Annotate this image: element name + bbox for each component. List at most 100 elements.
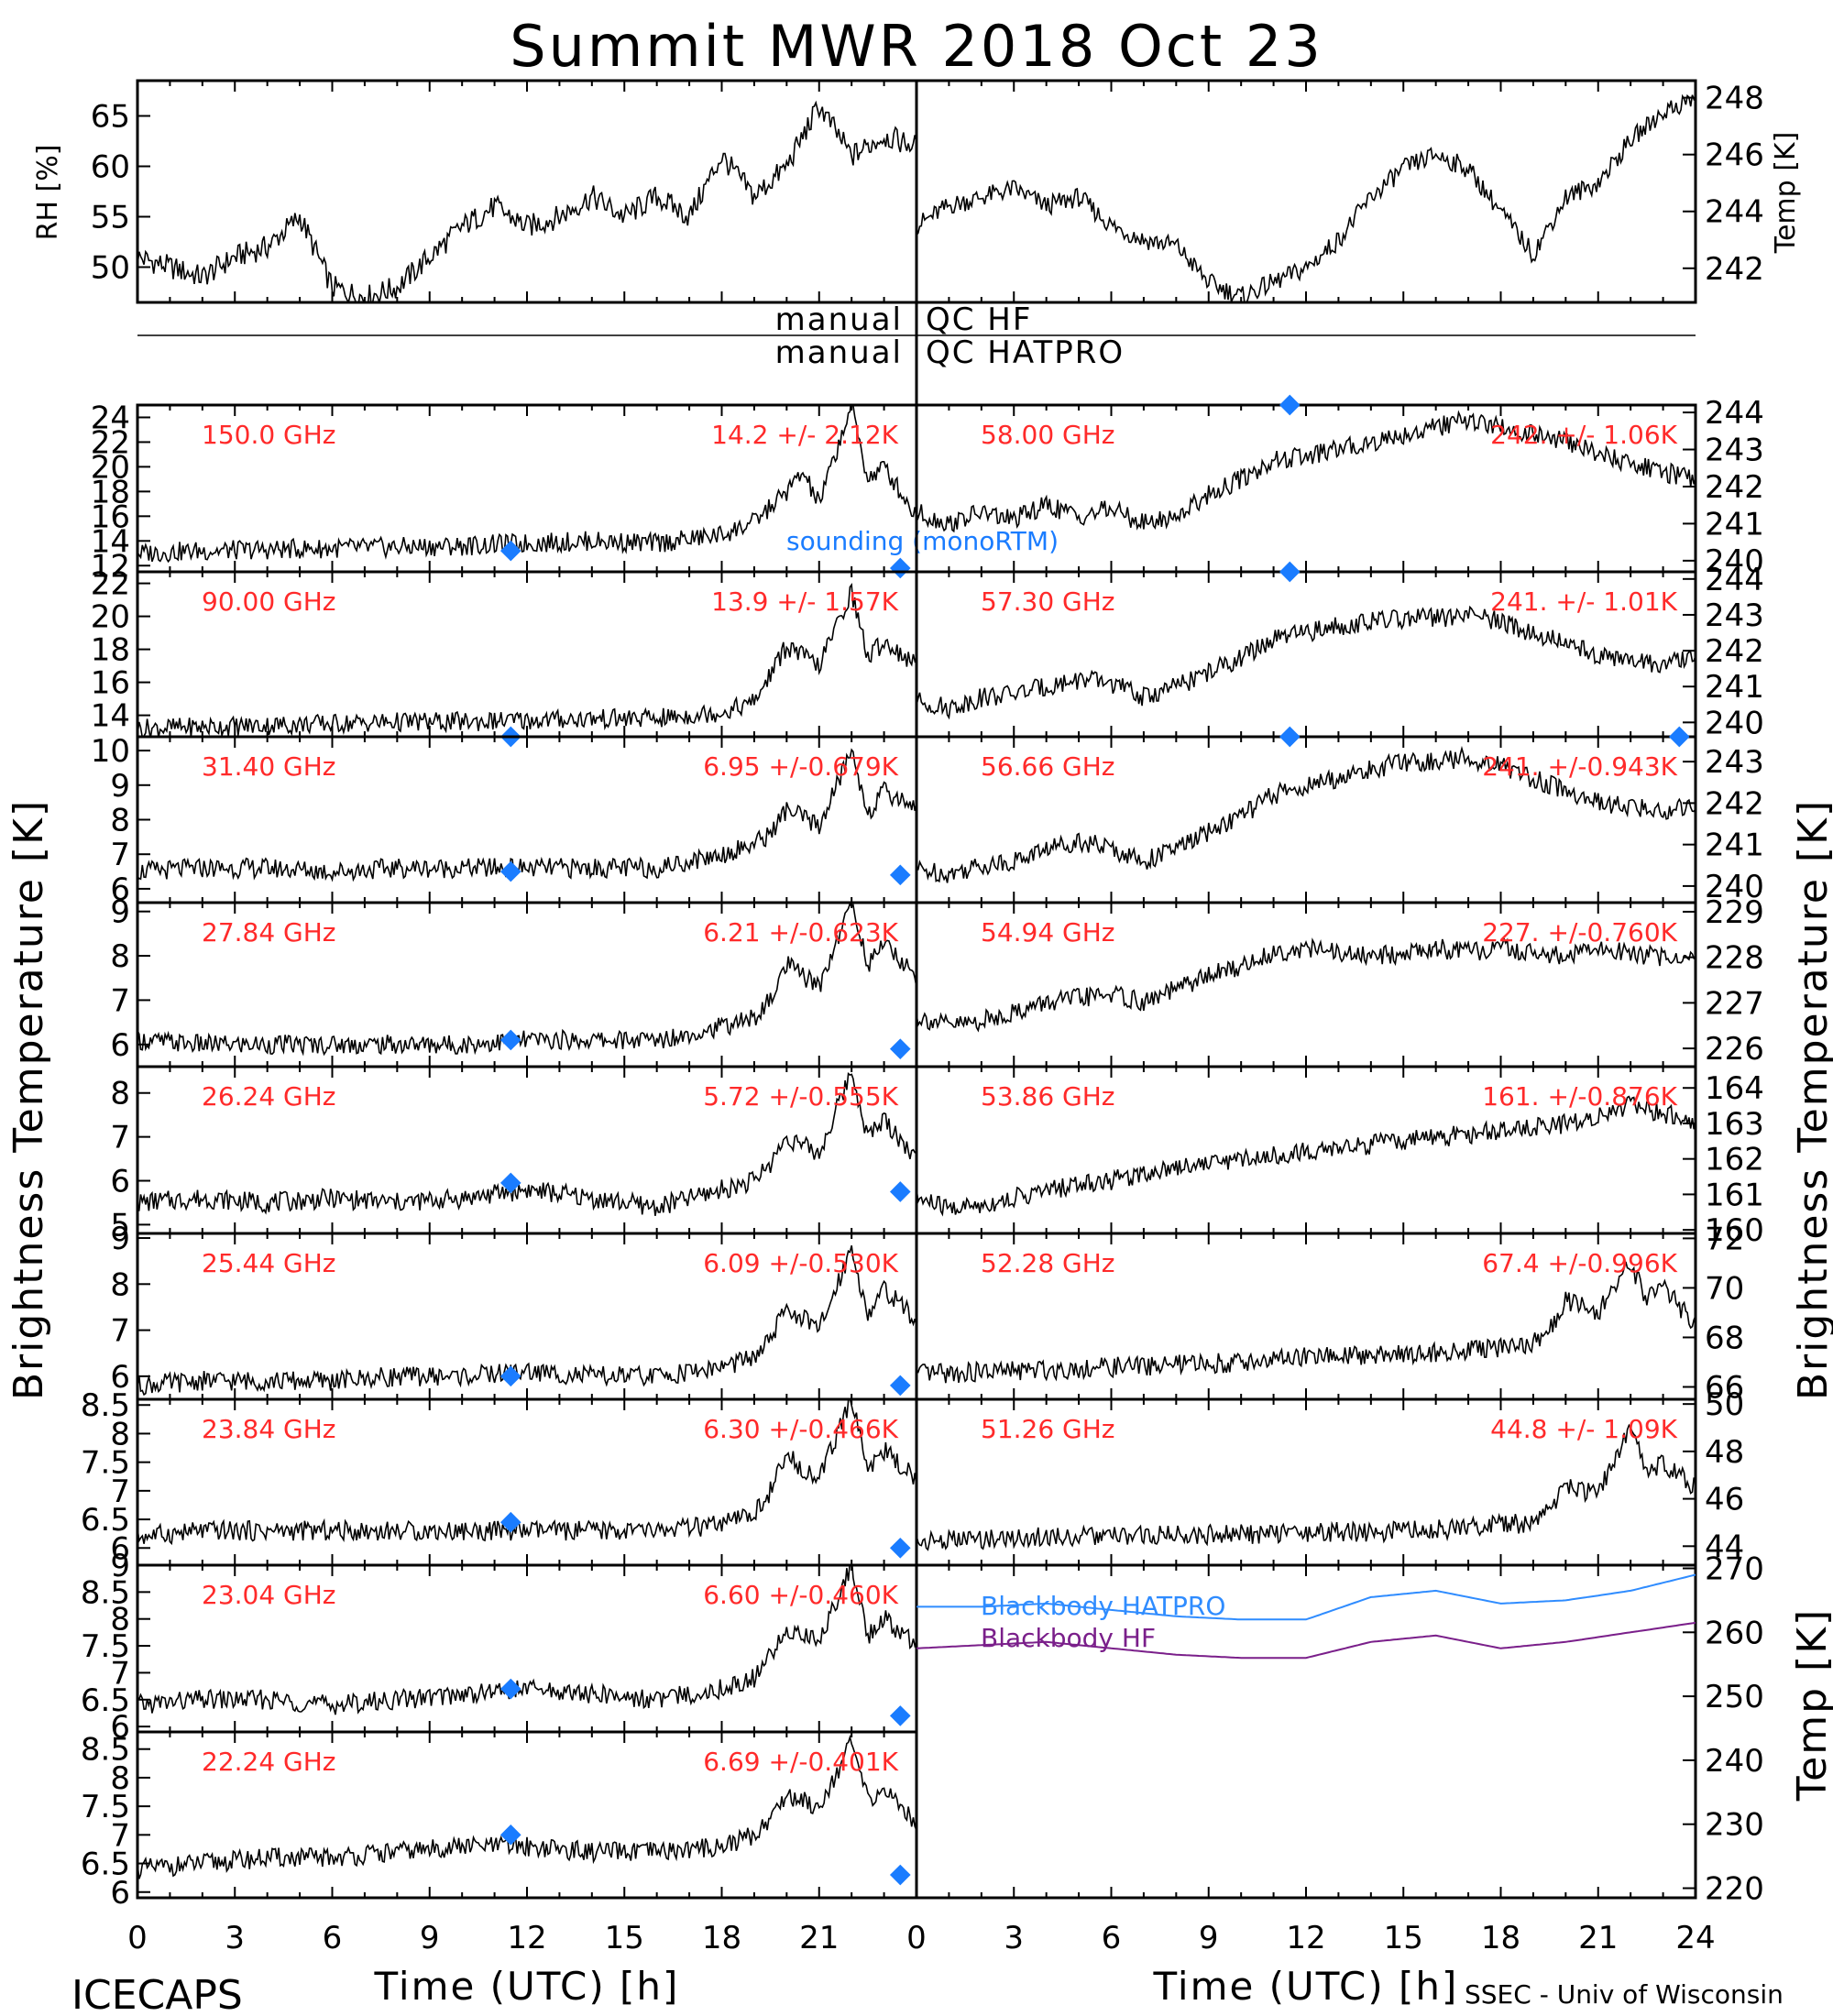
channel-frequency-label: 23.04 GHz — [202, 1580, 336, 1610]
y-tick-label: 7 — [110, 837, 130, 873]
y-tick-label: 228 — [1705, 940, 1764, 977]
channel-frequency-label: 51.26 GHz — [981, 1414, 1115, 1444]
channel-stats-label: 241. +/-0.943K — [1482, 751, 1677, 782]
footer-ssec: SSEC - Univ of Wisconsin — [1465, 1979, 1784, 2010]
footer-icecaps: ICECAPS — [71, 1972, 243, 2016]
y-tick-label: 18 — [91, 632, 130, 669]
temp-axis-label: Temp [K] — [1770, 132, 1802, 255]
y-tick-label: 241 — [1705, 827, 1764, 864]
data-trace — [916, 93, 1696, 302]
data-trace — [137, 1072, 916, 1216]
y-tick-label: 50 — [91, 250, 130, 287]
sounding-marker — [1279, 394, 1301, 416]
y-tick-label: 242 — [1705, 785, 1764, 822]
y-tick-label: 5 — [110, 1207, 130, 1244]
panel-ch26: 5 6 7 8 26.24 GHz 5.72 +/-0.555K — [110, 1065, 918, 1244]
y-tick-label: 250 — [1705, 1679, 1764, 1715]
y-tick-label: 9 — [110, 1548, 130, 1584]
x-tick-label: 24 — [1675, 1920, 1715, 1956]
y-tick-label: 24 — [91, 400, 130, 436]
y-tick-label: 8 — [110, 938, 130, 975]
panel-blackbody: 220 230 240 250 260 270 Blackbody HATPROBlackb… — [915, 1550, 1833, 1908]
x-tick-label: 6 — [1102, 1920, 1122, 1956]
x-tick-label: 9 — [1199, 1920, 1219, 1956]
sounding-marker — [499, 540, 521, 562]
sounding-marker — [889, 1537, 911, 1559]
channel-stats-label: 6.60 +/-0.460K — [703, 1580, 898, 1610]
y-tick-label: 270 — [1705, 1550, 1764, 1587]
channel-stats-label: 161. +/-0.876K — [1482, 1081, 1677, 1112]
channel-frequency-label: 56.66 GHz — [981, 751, 1115, 782]
qc-hf-manual-text: manual — [775, 301, 903, 338]
y-tick-label: 68 — [1705, 1320, 1744, 1356]
channel-stats-label: 5.72 +/-0.555K — [703, 1081, 898, 1112]
y-tick-label: 6 — [110, 1027, 130, 1064]
y-tick-label: 55 — [91, 200, 130, 236]
channel-frequency-label: 31.40 GHz — [202, 751, 336, 782]
channel-stats-label: 67.4 +/-0.996K — [1482, 1248, 1677, 1278]
y-tick-label: 240 — [1705, 869, 1764, 905]
y-tick-label: 226 — [1705, 1031, 1764, 1068]
y-tick-label: 9 — [110, 894, 130, 931]
y-tick-label: 6 — [110, 1164, 130, 1200]
data-trace — [916, 1423, 1696, 1551]
channel-frequency-label: 25.44 GHz — [202, 1248, 336, 1278]
channel-frequency-label: 58.00 GHz — [981, 420, 1115, 450]
x-tick-label: 3 — [225, 1920, 245, 1956]
y-tick-label: 18 — [91, 474, 130, 510]
y-tick-label: 70 — [1705, 1270, 1744, 1307]
y-tick-label: 243 — [1705, 597, 1764, 634]
sounding-marker — [499, 1029, 521, 1051]
y-tick-label: 8.5 — [81, 1732, 130, 1769]
y-tick-label: 240 — [1705, 705, 1764, 741]
sounding-marker — [499, 1511, 521, 1533]
channel-frequency-label: 90.00 GHz — [202, 586, 336, 617]
data-trace — [916, 605, 1696, 720]
x-tick-label: 21 — [799, 1920, 839, 1956]
panel-ch23_04: 66.577.588.59 23.04 GHz 6.60 +/-0.460K — [81, 1548, 918, 1746]
y-tick-label: 7.5 — [81, 1628, 130, 1665]
channel-stats-label: 14.2 +/- 2.12K — [711, 420, 898, 450]
data-trace — [137, 583, 916, 737]
y-tick-label: 162 — [1705, 1142, 1764, 1178]
sounding-marker — [499, 1824, 521, 1846]
data-trace — [137, 1565, 916, 1715]
y-tick-label: 72 — [1705, 1221, 1744, 1257]
y-tick-label: 241 — [1705, 669, 1764, 706]
x-tick-label: 12 — [1286, 1920, 1325, 1956]
x-tick-label: 0 — [906, 1920, 927, 1956]
blackbody-series-line — [916, 1573, 1696, 1621]
y-tick-label: 6 — [110, 1530, 130, 1567]
y-tick-label: 6.5 — [81, 1502, 130, 1539]
y-tick-label: 8 — [110, 1416, 130, 1452]
qc-hatpro-manual-text: manual — [775, 334, 903, 371]
rh-axis-label: RH [%] — [32, 145, 64, 241]
y-tick-label: 8.5 — [81, 1574, 130, 1611]
blackbody-series-label: Blackbody HF — [981, 1623, 1156, 1653]
channel-stats-label: 6.30 +/-0.466K — [703, 1414, 898, 1444]
data-trace — [137, 1734, 916, 1879]
y-tick-label: 244 — [1705, 194, 1764, 231]
y-tick-label: 243 — [1705, 744, 1764, 781]
blackbody-series-line — [916, 1621, 1696, 1660]
panel-rh: 50 55 60 65 RH [%] — [32, 79, 918, 304]
sounding-marker — [889, 557, 911, 579]
y-tick-label: 9 — [110, 768, 130, 805]
left-y-axis-label: Brightness Temperature [K] — [5, 799, 52, 1400]
y-tick-label: 16 — [91, 499, 130, 535]
sounding-marker — [1279, 561, 1301, 583]
channel-frequency-label: 23.84 GHz — [202, 1414, 336, 1444]
panel-ch25: 6 7 8 9 25.44 GHz 6.09 +/-0.530K — [110, 1221, 918, 1401]
y-tick-label: 220 — [1705, 1871, 1764, 1908]
channel-frequency-label: 22.24 GHz — [202, 1747, 336, 1777]
y-tick-label: 6.5 — [81, 1682, 130, 1719]
sounding-marker — [499, 1172, 521, 1194]
sounding-marker — [889, 864, 911, 886]
y-tick-label: 44 — [1705, 1528, 1744, 1565]
channel-stats-label: 44.8 +/- 1.09K — [1490, 1414, 1677, 1444]
y-tick-label: 8 — [110, 1760, 130, 1797]
